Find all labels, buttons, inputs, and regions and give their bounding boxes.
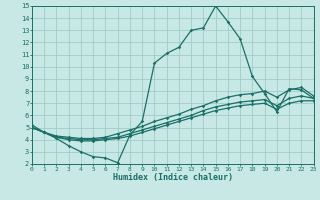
X-axis label: Humidex (Indice chaleur): Humidex (Indice chaleur) <box>113 173 233 182</box>
